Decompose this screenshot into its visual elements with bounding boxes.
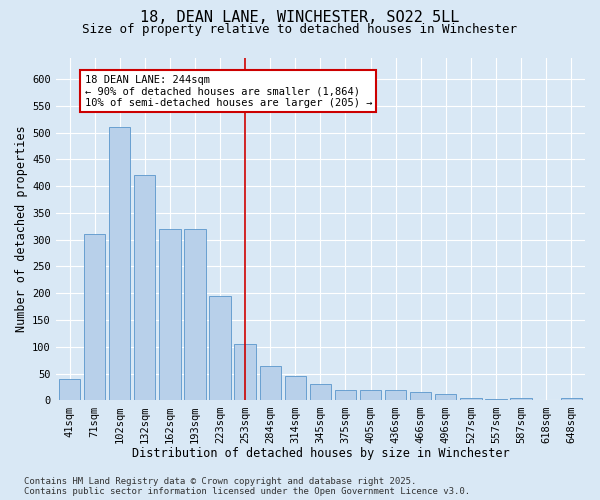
Bar [560,398,582,400]
Text: 18, DEAN LANE, WINCHESTER, SO22 5LL: 18, DEAN LANE, WINCHESTER, SO22 5LL [140,10,460,25]
Bar [209,296,231,401]
Bar [184,229,206,400]
Bar [284,376,306,400]
Bar [260,366,281,400]
Bar [460,398,482,400]
Text: Contains HM Land Registry data © Crown copyright and database right 2025.
Contai: Contains HM Land Registry data © Crown c… [24,476,470,496]
Bar [134,176,155,400]
Bar [310,384,331,400]
Bar [84,234,106,400]
Bar [360,390,381,400]
Bar [435,394,457,400]
Text: 18 DEAN LANE: 244sqm
← 90% of detached houses are smaller (1,864)
10% of semi-de: 18 DEAN LANE: 244sqm ← 90% of detached h… [85,74,372,108]
Bar [511,398,532,400]
Bar [410,392,431,400]
Bar [335,390,356,400]
Bar [235,344,256,401]
Bar [59,379,80,400]
Bar [159,229,181,400]
Bar [385,390,406,400]
Y-axis label: Number of detached properties: Number of detached properties [15,126,28,332]
X-axis label: Distribution of detached houses by size in Winchester: Distribution of detached houses by size … [131,447,509,460]
Text: Size of property relative to detached houses in Winchester: Size of property relative to detached ho… [83,24,517,36]
Bar [109,127,130,400]
